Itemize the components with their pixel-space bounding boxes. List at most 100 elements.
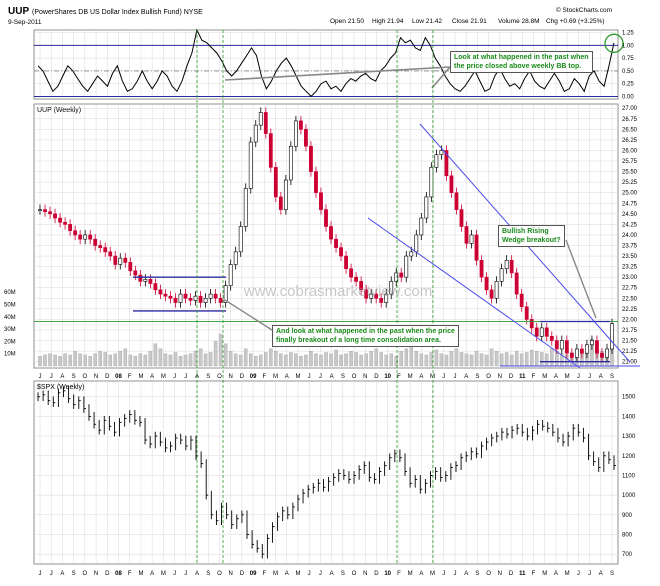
highlight-circle <box>604 33 624 53</box>
time-tick-label: M <box>542 571 547 577</box>
price-candle-body <box>354 276 359 282</box>
price-candle-body <box>539 327 544 337</box>
price-candle-body <box>419 217 424 236</box>
volume-tick-label: 40M <box>4 315 16 321</box>
time-tick-label: S <box>475 374 479 380</box>
price-candle-body <box>349 268 353 278</box>
volume-bar <box>254 356 258 367</box>
time-tick-label: S <box>475 571 479 577</box>
price-tick-label: 23.00 <box>622 275 638 281</box>
volume-bar <box>545 353 549 367</box>
price-tick-label: 22.00 <box>622 317 638 323</box>
price-candle-body <box>369 293 374 299</box>
volume-bar <box>78 353 82 367</box>
price-candle-body <box>123 257 128 263</box>
price-candle-body <box>554 340 559 350</box>
copyright: © StockCharts.com <box>556 6 612 14</box>
time-tick-label: A <box>599 571 603 577</box>
price-tick-label: 22.25 <box>622 307 638 313</box>
price-candle-body <box>293 120 298 147</box>
time-tick-label: J <box>442 374 445 380</box>
volume-bar <box>339 354 343 367</box>
time-tick-label: M <box>542 374 547 380</box>
time-tick-label: A <box>419 571 423 577</box>
volume-bar <box>198 348 203 367</box>
volume-bar <box>399 351 404 367</box>
volume-bar <box>484 354 489 367</box>
price-candle-body <box>98 245 103 248</box>
price-candle-body <box>499 268 504 282</box>
price-candle-body <box>549 336 554 341</box>
volume-bar <box>349 351 353 367</box>
time-tick-label: O <box>217 571 222 577</box>
time-tick-label: A <box>285 374 289 380</box>
volume-bar <box>93 353 97 367</box>
volume-bar <box>188 353 193 367</box>
price-candle-body <box>464 226 469 244</box>
price-candle-body <box>183 293 188 299</box>
price-candle-body <box>364 289 369 299</box>
volume-bar <box>218 333 223 367</box>
price-candle-body <box>394 272 399 282</box>
volume-bar <box>474 351 479 367</box>
price-candle-body <box>198 295 203 303</box>
price-candle-body <box>610 323 614 350</box>
time-tick-label: M <box>565 571 570 577</box>
time-tick-label: D <box>240 571 245 577</box>
time-tick-label: N <box>228 571 232 577</box>
volume-bar <box>168 354 173 367</box>
time-tick-label: D <box>105 571 110 577</box>
spx-tick-label: 800 <box>622 532 633 538</box>
price-tick-label: 23.75 <box>622 244 638 250</box>
price-candle-body <box>384 293 389 303</box>
indicator-tick-label: 1.25 <box>622 31 634 37</box>
volume-bar <box>524 352 529 367</box>
price-candle-body <box>228 264 233 286</box>
volume-bar <box>329 353 333 367</box>
volume-bar <box>103 352 107 367</box>
volume-bar <box>334 349 338 367</box>
volume-bar <box>213 341 218 367</box>
price-candle-body <box>113 255 118 265</box>
time-tick-label: J <box>453 571 456 577</box>
volume-bar <box>178 356 183 367</box>
price-candle-body <box>304 129 308 147</box>
volume-bar <box>83 354 87 367</box>
price-candle-body <box>158 289 163 295</box>
price-tick-label: 22.75 <box>622 286 638 292</box>
price-candle-body <box>529 319 534 329</box>
indicator-tick-label: 0.25 <box>622 82 634 88</box>
time-tick-label: J <box>39 571 42 577</box>
time-tick-label: A <box>150 571 154 577</box>
price-candle-body <box>434 154 439 168</box>
spx-tick-label: 1200 <box>622 454 636 460</box>
time-tick-label: F <box>262 374 266 380</box>
quote-field: High 21.94 <box>372 18 404 25</box>
price-candle-body <box>263 112 268 134</box>
time-tick-label: D <box>509 374 514 380</box>
volume-bar <box>499 353 504 367</box>
time-tick-label: 09 <box>250 374 257 380</box>
volume-bar <box>429 352 434 367</box>
price-tick-label: 25.00 <box>622 191 638 197</box>
price-candle-body <box>424 196 429 219</box>
time-tick-label: D <box>374 374 379 380</box>
time-tick-label: N <box>363 374 367 380</box>
wedge-annotation: Bullish Rising Wedge breakout? <box>498 225 565 247</box>
time-tick-label: M <box>408 374 413 380</box>
volume-bar <box>133 356 138 367</box>
time-tick-label: N <box>498 374 502 380</box>
volume-bar <box>243 348 248 367</box>
volume-bar <box>464 353 469 367</box>
time-tick-label: J <box>39 374 42 380</box>
volume-bar <box>264 352 268 367</box>
price-tick-label: 25.75 <box>622 159 638 165</box>
volume-bar <box>389 353 393 367</box>
price-candle-body <box>68 224 73 232</box>
volume-bar <box>63 353 67 367</box>
time-tick-label: M <box>430 374 435 380</box>
price-candle-body <box>283 179 288 210</box>
trend-arrow <box>431 66 451 89</box>
price-candle-body <box>273 167 278 198</box>
